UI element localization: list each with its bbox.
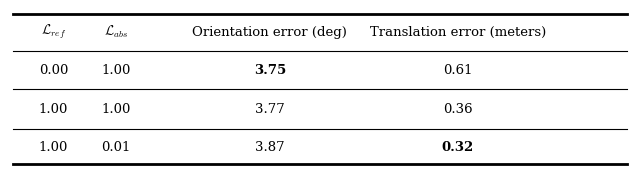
Text: 0.01: 0.01 (102, 141, 131, 154)
Text: $\mathcal{L}_{abs}$: $\mathcal{L}_{abs}$ (104, 24, 129, 40)
Text: 0.00: 0.00 (39, 64, 68, 77)
Text: Translation error (meters): Translation error (meters) (370, 26, 546, 39)
Text: 0.36: 0.36 (443, 103, 473, 116)
Text: 3.77: 3.77 (255, 103, 285, 116)
Text: 3.87: 3.87 (255, 141, 285, 154)
Text: $\mathcal{L}_{ref}$: $\mathcal{L}_{ref}$ (41, 23, 66, 41)
Text: Orientation error (deg): Orientation error (deg) (193, 26, 348, 39)
Text: 1.00: 1.00 (39, 103, 68, 116)
Text: 3.75: 3.75 (253, 64, 286, 77)
Text: 1.00: 1.00 (102, 64, 131, 77)
Text: 1.00: 1.00 (102, 103, 131, 116)
Text: 0.61: 0.61 (444, 64, 473, 77)
Text: 0.32: 0.32 (442, 141, 474, 154)
Text: 1.00: 1.00 (39, 141, 68, 154)
